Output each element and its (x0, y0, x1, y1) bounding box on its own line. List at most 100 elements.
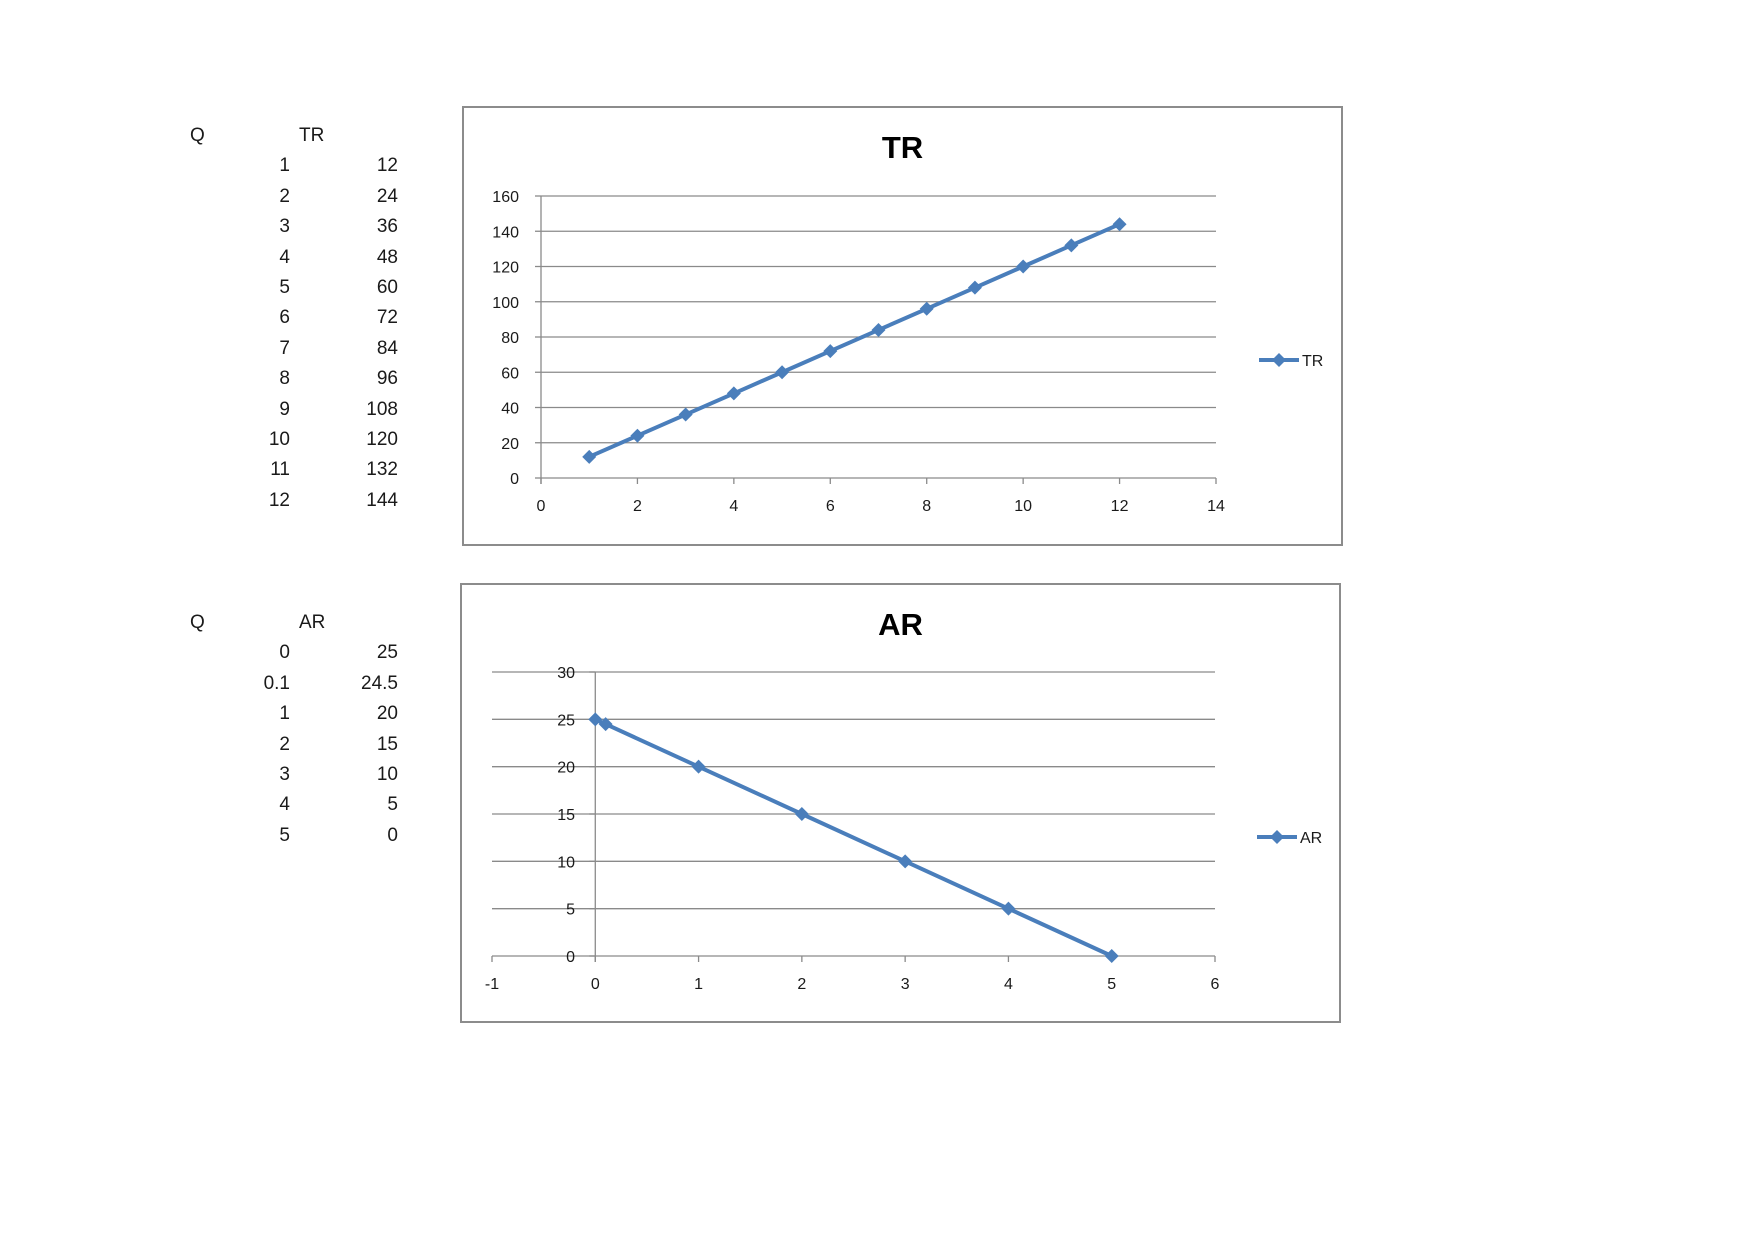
y-tick-label: 20 (557, 760, 575, 777)
legend-label: TR (1302, 353, 1323, 370)
cell-q: 1 (279, 703, 290, 725)
x-tick-label: 6 (826, 498, 835, 515)
cell-q: 9 (279, 398, 290, 420)
column-header-q: Q (190, 612, 205, 633)
data-point (1112, 217, 1127, 232)
x-tick-label: 4 (729, 498, 738, 515)
data-point (598, 717, 613, 732)
y-tick-label: 160 (492, 189, 519, 206)
cell-value: 144 (366, 489, 398, 511)
data-point (630, 428, 645, 443)
x-tick-label: 4 (1004, 976, 1013, 993)
cell-q: 3 (279, 216, 290, 238)
cell-value: 10 (376, 763, 398, 785)
x-tick-label: 5 (1107, 976, 1116, 993)
cell-value: 20 (376, 703, 398, 725)
legend-marker (1270, 830, 1284, 844)
cell-q: 7 (279, 337, 290, 359)
cell-value: 84 (376, 337, 398, 359)
tr-chart: TR 0 20 40 60 80 100 120 140 160 0 2 4 6 8 10 12 14 TR (462, 106, 1343, 546)
column-header-tr: TR (299, 125, 325, 146)
y-tick-label: 60 (501, 365, 519, 382)
data-point (1104, 949, 1119, 963)
x-tick-label: 14 (1207, 498, 1225, 515)
y-tick-label: 120 (492, 260, 519, 277)
cell-q: 12 (268, 489, 290, 511)
x-tick-label: 0 (537, 498, 546, 515)
y-tick-label: 15 (557, 807, 575, 824)
data-point (726, 386, 741, 401)
series-line-ar (594, 717, 1113, 958)
cell-q: 5 (279, 824, 290, 846)
x-tick-label: 0 (591, 976, 600, 993)
cell-value: 96 (376, 368, 398, 390)
cell-value: 108 (366, 398, 398, 420)
cell-value: 5 (387, 794, 398, 816)
y-tick-label: 40 (501, 401, 519, 418)
x-tick-label: 2 (633, 498, 642, 515)
cell-q: 4 (279, 246, 290, 268)
cell-value: 132 (366, 459, 398, 481)
cell-value: 25 (376, 642, 398, 664)
data-point (898, 854, 913, 869)
data-point (691, 759, 706, 774)
x-tick-label: 10 (1014, 498, 1032, 515)
x-tick-label: 8 (922, 498, 931, 515)
cell-q: 2 (279, 733, 290, 755)
tr-chart-plot: TR 0 20 40 60 80 100 120 140 160 0 2 4 6 8 10 12 14 TR (492, 130, 1323, 515)
x-tick-label: 1 (694, 976, 703, 993)
x-tick-label: 6 (1211, 976, 1220, 993)
data-point (588, 712, 603, 727)
data-point (919, 301, 934, 316)
y-tick-label: 100 (492, 295, 519, 312)
x-tick-label: 2 (797, 976, 806, 993)
ar-chart-plot: AR 0 5 10 15 20 25 30 -1 0 1 2 3 4 5 6 AR (485, 607, 1322, 993)
cell-q: 6 (279, 307, 290, 329)
cell-q: 0.1 (263, 672, 290, 694)
y-tick-label: 25 (557, 712, 575, 729)
data-point (1001, 901, 1016, 916)
cell-value: 15 (376, 733, 398, 755)
y-tick-label: 0 (510, 471, 519, 488)
x-tick-label: 12 (1111, 498, 1129, 515)
data-point (871, 322, 886, 337)
cell-q: 2 (279, 185, 290, 207)
cell-value: 24.5 (361, 672, 398, 694)
y-tick-label: 140 (492, 224, 519, 241)
cell-q: 0 (279, 642, 290, 664)
legend-label: AR (1300, 830, 1322, 847)
y-tick-label: 10 (557, 854, 575, 871)
cell-q: 10 (268, 428, 290, 450)
cell-value: 12 (376, 155, 398, 177)
cell-value: 120 (366, 428, 398, 450)
y-tick-label: 5 (566, 902, 575, 919)
column-header-q: Q (190, 125, 205, 146)
x-tick-label: 3 (901, 976, 910, 993)
series-line-tr (588, 222, 1121, 459)
cell-q: 3 (279, 763, 290, 785)
y-tick-label: 20 (501, 436, 519, 453)
x-tick-label: -1 (485, 976, 499, 993)
y-tick-label: 30 (557, 665, 575, 682)
data-point (794, 807, 809, 821)
cell-value: 0 (387, 824, 398, 846)
data-point (967, 280, 982, 295)
data-point (678, 407, 693, 422)
cell-q: 11 (270, 459, 290, 481)
cell-q: 5 (279, 276, 290, 298)
data-point (775, 365, 790, 380)
cell-value: 48 (376, 246, 398, 268)
column-header-ar: AR (299, 612, 326, 633)
cell-value: 60 (376, 276, 398, 298)
cell-value: 36 (376, 216, 398, 238)
chart-title: TR (882, 130, 923, 165)
data-point (823, 344, 838, 359)
cell-value: 24 (376, 185, 398, 207)
legend-marker (1272, 353, 1286, 367)
y-tick-label: 0 (566, 949, 575, 966)
cell-q: 1 (279, 155, 290, 177)
y-tick-label: 80 (501, 330, 519, 347)
ar-chart: AR 0 5 10 15 20 25 30 -1 0 1 2 3 4 5 6 AR (460, 583, 1341, 1023)
chart-title: AR (878, 607, 923, 642)
data-point (582, 449, 597, 464)
